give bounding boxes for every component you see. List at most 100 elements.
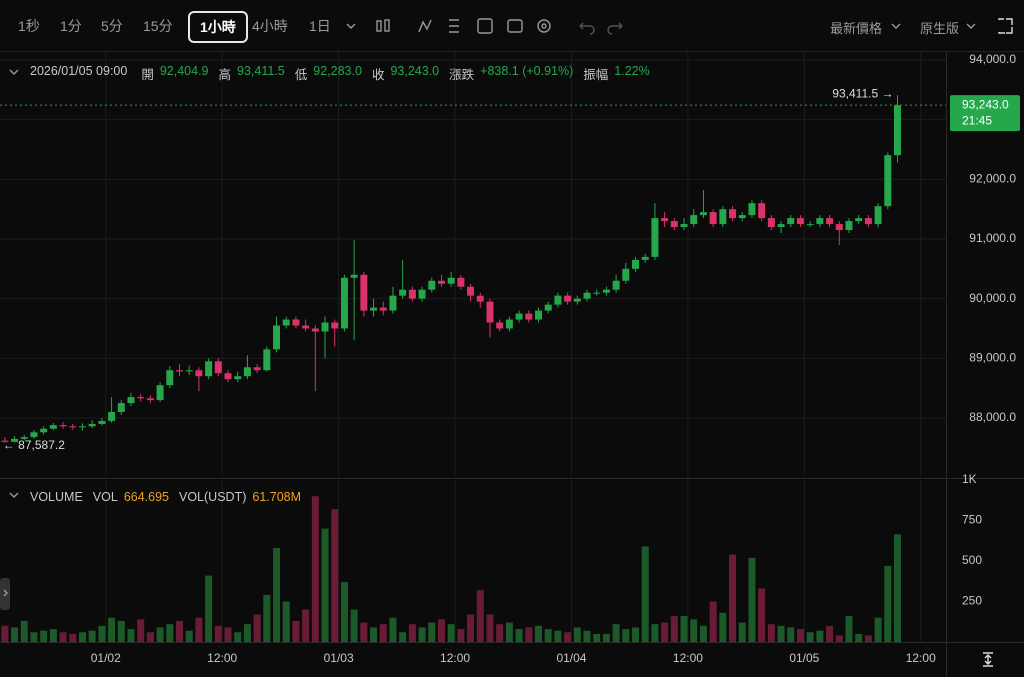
interval-button[interactable]: 1小時 [188, 11, 248, 43]
volume-bar [554, 630, 562, 642]
stat-value: 61.708M [252, 490, 302, 504]
candle-body [505, 319, 513, 329]
y-tick-label: 89,000.0 [969, 350, 1016, 364]
volume-bar [282, 601, 290, 642]
candles [1, 95, 901, 443]
candle-body [515, 313, 523, 320]
candle-body [40, 428, 48, 433]
volume-bar [214, 625, 222, 642]
candle-body [30, 432, 38, 438]
interval-button[interactable]: 1分 [60, 18, 82, 34]
volume-bar [699, 625, 707, 642]
candle-body [544, 304, 552, 311]
candle-body [796, 218, 804, 225]
candle-body [573, 298, 581, 302]
volume-bar [360, 622, 368, 642]
volume-bar [796, 629, 804, 642]
candle-body [777, 224, 785, 228]
candle-body [602, 289, 610, 293]
volume-bar [602, 633, 610, 642]
candle-body [234, 376, 242, 380]
stat-value: 92,283.0 [313, 64, 362, 78]
volume-bar [816, 630, 824, 642]
volume-bar [641, 546, 649, 642]
interval-button[interactable]: 1日 [309, 18, 331, 34]
volume-bar [845, 616, 853, 642]
volume-bar [20, 620, 28, 642]
volume-bar [787, 627, 795, 642]
candle-body [884, 155, 892, 207]
volume-tick-label: 750 [962, 513, 982, 527]
volume-bar [670, 616, 678, 642]
candle-body [874, 206, 882, 225]
min-marker: ← 87,587.2 [3, 438, 65, 452]
candle-body [399, 289, 407, 296]
candle-body [437, 280, 445, 284]
candle-body [282, 319, 290, 326]
volume-bar [564, 632, 572, 642]
candle-body [738, 215, 746, 219]
candle-body [263, 349, 271, 371]
y-tick-label: 94,000.0 [969, 52, 1016, 66]
candle-body [622, 268, 630, 281]
volume-bar [331, 509, 339, 642]
volume-bar [661, 622, 669, 642]
volume-bar [69, 633, 77, 642]
candle-body [534, 310, 542, 320]
mode-select[interactable]: 原生版 [920, 21, 960, 36]
volume-bar [855, 633, 863, 642]
stat-label: 開 [141, 68, 154, 82]
volume-bar [651, 624, 659, 642]
candle-body [108, 412, 116, 421]
volume-bar [544, 629, 552, 642]
interval-button[interactable]: 15分 [143, 18, 173, 34]
volume-bar [205, 575, 213, 642]
interval-button[interactable]: 4小時 [252, 18, 288, 34]
candle-body [428, 280, 436, 290]
volume-bar [340, 582, 348, 642]
interval-button[interactable]: 1秒 [18, 18, 40, 34]
volume-bar [622, 629, 630, 642]
candle-body [632, 259, 640, 269]
candle-body [641, 256, 649, 260]
volume-bar [447, 624, 455, 642]
candle-body [554, 295, 562, 305]
candle-body [350, 274, 358, 278]
candle-body [670, 221, 678, 228]
volume-bar [408, 624, 416, 642]
volume-bar [806, 632, 814, 642]
stat-label: 振幅 [583, 68, 609, 82]
x-tick-label: 01/03 [324, 651, 354, 665]
volume-bar [418, 627, 426, 642]
interval-button[interactable]: 5分 [101, 18, 123, 34]
stat-label: 高 [218, 68, 232, 82]
candle-body [224, 373, 232, 380]
candle-body [719, 209, 727, 225]
last-price-label: 93,243.0 [962, 97, 1009, 111]
toolbar-icons[interactable] [0, 18, 1013, 667]
candle-body [11, 438, 19, 442]
candle-body [699, 212, 707, 216]
candle-body [661, 218, 669, 222]
volume-bar [243, 624, 251, 642]
volume-bar [137, 619, 145, 642]
candle-body [612, 280, 620, 290]
volume-bar [748, 557, 756, 642]
candle-body [651, 218, 659, 257]
y-tick-label: 91,000.0 [969, 231, 1016, 245]
y-tick-label: 88,000.0 [969, 410, 1016, 424]
candle-body [117, 403, 125, 413]
volume-bar [573, 627, 581, 642]
price-type-select[interactable]: 最新價格 [830, 21, 883, 36]
candle-body [447, 277, 455, 284]
volume-bar [476, 590, 484, 642]
volume-bar [719, 612, 727, 642]
candle-body [78, 426, 86, 428]
volume-bar [777, 625, 785, 642]
x-tick-label: 01/05 [789, 651, 819, 665]
candle-body [49, 425, 57, 429]
candle-body [845, 221, 853, 231]
grid [0, 52, 946, 642]
